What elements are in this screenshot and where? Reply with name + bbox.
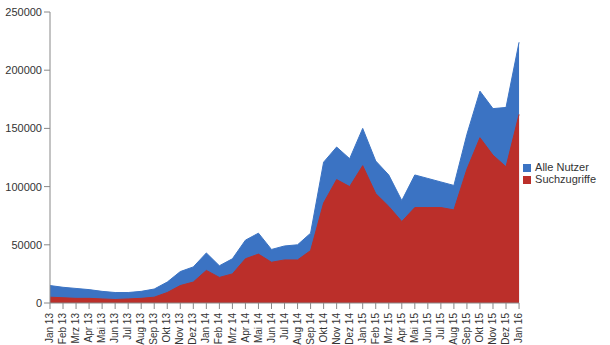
svg-text:Mai 15: Mai 15 xyxy=(409,313,420,343)
svg-text:Aug 13: Aug 13 xyxy=(135,313,146,345)
svg-text:Feb 14: Feb 14 xyxy=(213,313,224,345)
svg-text:Mrz 13: Mrz 13 xyxy=(70,313,81,344)
svg-text:Aug 14: Aug 14 xyxy=(292,313,303,345)
svg-text:Jan 13: Jan 13 xyxy=(44,313,55,343)
svg-text:Apr 15: Apr 15 xyxy=(396,313,407,343)
svg-text:Mrz 14: Mrz 14 xyxy=(227,313,238,344)
svg-text:Okt 14: Okt 14 xyxy=(318,313,329,343)
svg-text:Jan 16: Jan 16 xyxy=(513,313,524,343)
svg-text:Sep 13: Sep 13 xyxy=(148,313,159,345)
svg-text:50000: 50000 xyxy=(11,239,42,251)
html-text:Suchzugriffe: Suchzugriffe xyxy=(535,172,596,185)
svg-text:Apr 14: Apr 14 xyxy=(240,313,251,343)
svg-text:Jul 13: Jul 13 xyxy=(122,313,133,340)
svg-text:Dez 14: Dez 14 xyxy=(344,313,355,345)
svg-text:Jun 15: Jun 15 xyxy=(422,313,433,343)
svg-text:Jul 14: Jul 14 xyxy=(279,313,290,340)
svg-text:Aug 15: Aug 15 xyxy=(448,313,459,345)
svg-text:Nov 14: Nov 14 xyxy=(331,313,342,345)
svg-text:Feb 15: Feb 15 xyxy=(370,313,381,345)
svg-text:200000: 200000 xyxy=(8,64,42,76)
svg-text:Jun 13: Jun 13 xyxy=(109,313,120,343)
svg-text:100000: 100000 xyxy=(8,181,42,193)
svg-text:Jan 15: Jan 15 xyxy=(357,313,368,343)
svg-text:Nov 13: Nov 13 xyxy=(174,313,185,345)
svg-text:Jan 14: Jan 14 xyxy=(200,313,211,343)
svg-text:Dez 13: Dez 13 xyxy=(187,313,198,345)
svg-text:250000: 250000 xyxy=(8,6,42,18)
svg-text:Feb 13: Feb 13 xyxy=(57,313,68,345)
svg-text:Jul 15: Jul 15 xyxy=(435,313,446,340)
svg-text:0: 0 xyxy=(36,297,42,309)
svg-text:Jun 14: Jun 14 xyxy=(266,313,277,343)
svg-text:Okt 15: Okt 15 xyxy=(474,313,485,343)
svg-text:Mai 13: Mai 13 xyxy=(96,313,107,343)
svg-text:Sep 15: Sep 15 xyxy=(461,313,472,345)
html-text:Alle Nutzer: Alle Nutzer xyxy=(535,160,589,173)
svg-text:Okt 13: Okt 13 xyxy=(161,313,172,343)
svg-text:150000: 150000 xyxy=(8,122,42,134)
svg-text:Dez 15: Dez 15 xyxy=(500,313,511,345)
svg-text:Nov 15: Nov 15 xyxy=(487,313,498,345)
svg-text:Apr 13: Apr 13 xyxy=(83,313,94,343)
svg-text:Sep 14: Sep 14 xyxy=(305,313,316,345)
svg-text:Mrz 15: Mrz 15 xyxy=(383,313,394,344)
svg-text:Mai 14: Mai 14 xyxy=(253,313,264,343)
